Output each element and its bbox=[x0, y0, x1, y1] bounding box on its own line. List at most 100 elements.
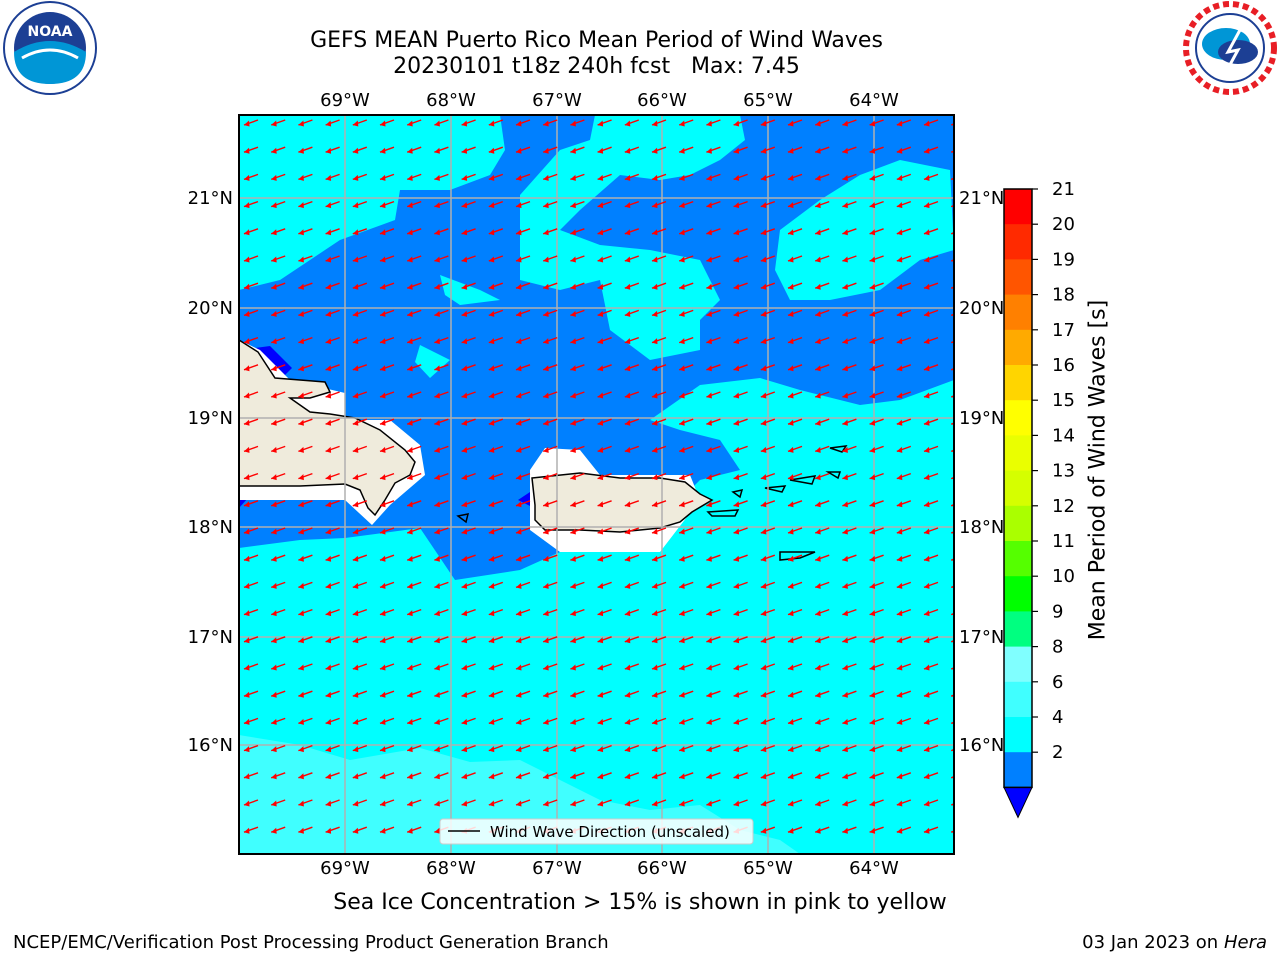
wind-arrow bbox=[760, 391, 776, 399]
wind-arrow bbox=[597, 717, 612, 725]
wind-arrow bbox=[842, 445, 857, 453]
wind-arrow bbox=[651, 282, 667, 290]
wind-arrow bbox=[678, 255, 694, 263]
wind-arrow bbox=[923, 336, 939, 345]
wind-arrow bbox=[651, 636, 667, 644]
wind-arrow bbox=[406, 608, 422, 617]
wind-arrow bbox=[515, 608, 531, 617]
wind-arrow bbox=[760, 282, 776, 290]
wind-arrow bbox=[896, 744, 912, 753]
wind-arrow bbox=[896, 418, 912, 426]
lat-label-right: 19°N bbox=[959, 408, 1004, 429]
wind-arrow bbox=[923, 472, 939, 481]
footer-host: Hera bbox=[1223, 932, 1267, 953]
wind-arrow bbox=[760, 554, 776, 562]
wind-arrow bbox=[896, 717, 912, 725]
wind-arrow bbox=[597, 554, 612, 562]
wind-arrow bbox=[515, 336, 531, 345]
wind-arrow bbox=[570, 527, 585, 535]
lon-label-top: 67°W bbox=[532, 90, 582, 111]
wind-arrow bbox=[597, 772, 612, 780]
wind-arrow bbox=[760, 663, 776, 671]
wind-arrow bbox=[951, 854, 965, 861]
wind-arrow bbox=[923, 826, 939, 834]
wind-arrow bbox=[624, 717, 640, 725]
colorbar-swatch bbox=[1004, 189, 1032, 225]
wind-arrow bbox=[678, 119, 694, 127]
wind-arrow bbox=[624, 336, 640, 345]
wind-arrow bbox=[434, 744, 449, 753]
wind-arrow bbox=[270, 690, 286, 698]
wind-arrow bbox=[406, 690, 422, 698]
lat-label-left: 20°N bbox=[188, 298, 233, 319]
wind-arrow bbox=[298, 772, 313, 780]
wind-arrow bbox=[570, 690, 585, 698]
sea-ice-caption: Sea Ice Concentration > 15% is shown in … bbox=[333, 890, 947, 915]
wind-arrow bbox=[814, 472, 830, 481]
wind-arrow bbox=[434, 472, 449, 481]
wind-arrow bbox=[869, 336, 884, 345]
wind-arrow bbox=[406, 391, 422, 399]
wind-arrow bbox=[869, 500, 884, 508]
wind-arrow bbox=[896, 472, 912, 481]
wind-arrow bbox=[243, 717, 259, 725]
wind-arrow bbox=[570, 663, 585, 671]
wind-arrow bbox=[515, 663, 531, 671]
wind-arrow bbox=[923, 445, 939, 453]
wind-arrow bbox=[284, 853, 286, 854]
wind-arrow bbox=[488, 500, 504, 508]
wind-arrow bbox=[923, 500, 939, 508]
colorbar-swatch bbox=[1004, 470, 1032, 507]
colorbar-swatch bbox=[1004, 576, 1032, 612]
colorbar-tick-label: 2 bbox=[1052, 742, 1063, 763]
wind-arrow bbox=[624, 146, 640, 154]
wind-arrow bbox=[760, 200, 776, 209]
wind-arrow bbox=[434, 282, 449, 290]
wind-arrow bbox=[896, 799, 912, 807]
wind-arrow bbox=[869, 799, 884, 807]
graticule bbox=[239, 115, 954, 854]
wind-arrow bbox=[406, 472, 422, 481]
colorbar-swatch bbox=[1004, 681, 1032, 718]
wind-arrow bbox=[488, 608, 504, 617]
wind-arrow bbox=[733, 500, 748, 508]
wind-arrow bbox=[243, 472, 259, 481]
wind-arrow bbox=[406, 799, 422, 807]
wind-arrow bbox=[923, 391, 939, 399]
wind-arrow bbox=[461, 282, 476, 290]
wind-arrow bbox=[787, 391, 803, 399]
wind-arrow bbox=[325, 445, 340, 453]
wind-arrow bbox=[270, 527, 286, 535]
wind-arrow bbox=[298, 472, 313, 481]
colorbar-swatch bbox=[1004, 646, 1032, 683]
lat-label-right: 18°N bbox=[959, 517, 1004, 538]
contour-4-6-patch-b bbox=[415, 345, 450, 378]
wind-arrow bbox=[461, 799, 476, 807]
lat-label-right: 16°N bbox=[959, 735, 1004, 756]
wind-arrow bbox=[651, 799, 667, 807]
wind-arrow bbox=[787, 472, 803, 481]
wind-arrow bbox=[896, 663, 912, 671]
wind-arrow bbox=[787, 772, 803, 780]
wind-arrow bbox=[379, 663, 395, 671]
wind-arrow bbox=[597, 146, 612, 154]
wind-arrow bbox=[379, 364, 395, 372]
wind-arrow bbox=[243, 527, 259, 535]
wind-arrow bbox=[461, 554, 476, 562]
lat-label-left: 19°N bbox=[188, 408, 233, 429]
wind-arrow bbox=[434, 581, 449, 589]
wind-arrow bbox=[624, 636, 640, 644]
wind-arrow bbox=[624, 500, 640, 508]
wind-arrow bbox=[814, 119, 830, 127]
wind-arrow bbox=[597, 744, 612, 753]
wind-arrow bbox=[243, 554, 259, 562]
wind-arrow bbox=[406, 255, 422, 263]
land-puerto-rico bbox=[531, 472, 714, 533]
wind-arrow bbox=[896, 282, 912, 290]
colorbar-swatch bbox=[1004, 717, 1032, 753]
wind-arrow bbox=[515, 772, 531, 780]
wind-arrow bbox=[488, 200, 504, 209]
wind-arrow bbox=[243, 608, 259, 617]
wind-arrow bbox=[379, 744, 395, 753]
wind-arrow bbox=[706, 663, 721, 671]
